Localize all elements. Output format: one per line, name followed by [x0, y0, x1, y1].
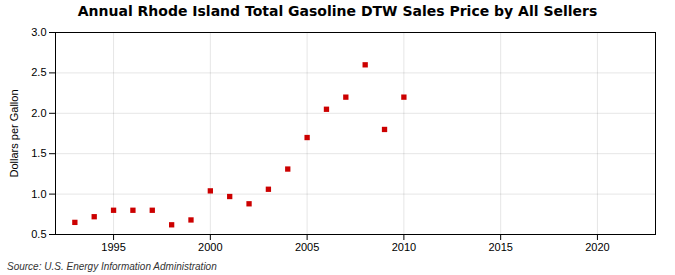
svg-text:2.0: 2.0 [31, 107, 46, 119]
html-text:Annual Rhode Island Total Gaso: Annual Rhode Island Total Gasoline DTW S… [77, 3, 598, 19]
svg-text:0.5: 0.5 [31, 228, 46, 240]
svg-text:2015: 2015 [488, 241, 512, 253]
svg-text:Dollars per Gallon: Dollars per Gallon [8, 89, 20, 177]
svg-text:2010: 2010 [392, 241, 416, 253]
svg-text:2020: 2020 [585, 241, 609, 253]
svg-text:1.5: 1.5 [31, 147, 46, 159]
svg-text:2.5: 2.5 [31, 66, 46, 78]
svg-text:2005: 2005 [295, 241, 319, 253]
svg-text:3.0: 3.0 [31, 26, 46, 38]
svg-text:2000: 2000 [198, 241, 222, 253]
svg-text:1995: 1995 [101, 241, 125, 253]
svg-text:1.0: 1.0 [31, 188, 46, 200]
html-text:Source: U.S. Energy Informatio: Source: U.S. Energy Information Administ… [7, 261, 217, 272]
